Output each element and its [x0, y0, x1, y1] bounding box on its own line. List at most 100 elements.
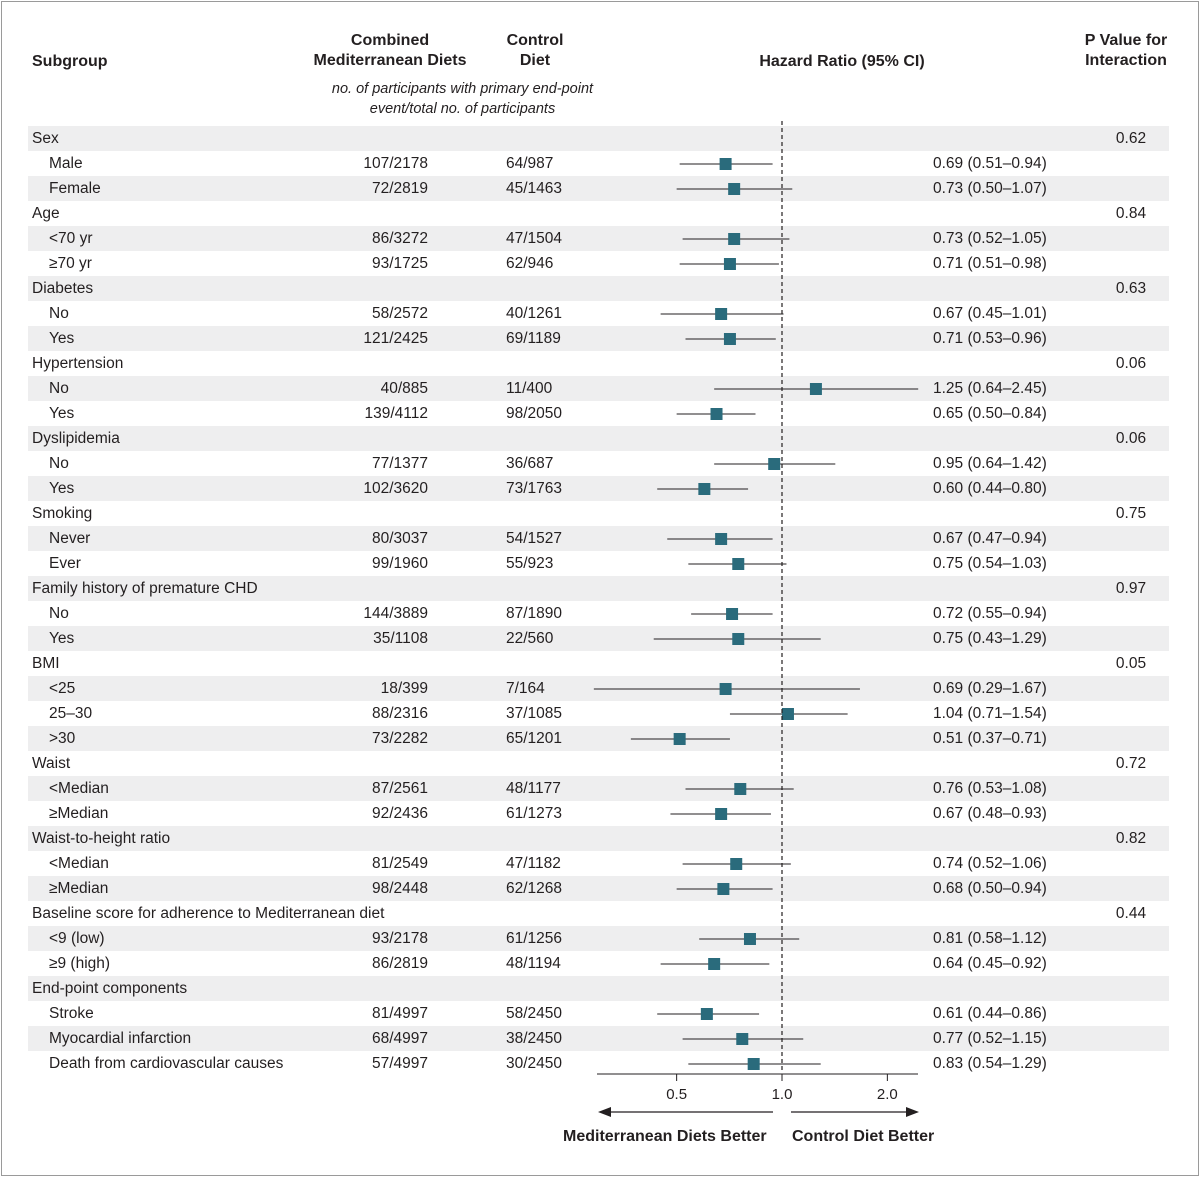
x-tick-label: 1.0: [772, 1086, 793, 1103]
p-value: 0.72: [1115, 755, 1147, 772]
hazard-ratio-text: 1.04 (0.71–1.54): [933, 705, 1047, 722]
hazard-ratio-text: 0.77 (0.52–1.15): [933, 1030, 1047, 1047]
hazard-ratio-marker: [730, 858, 743, 870]
subgroup-label: Female: [49, 180, 101, 197]
group-label: BMI: [32, 655, 60, 672]
hazard-ratio-marker: [723, 333, 736, 345]
mediterranean-count: 72/2819: [371, 180, 428, 197]
group-label: Baseline score for adherence to Mediterr…: [32, 905, 385, 922]
group-header-row: End-point components: [28, 976, 1169, 1001]
subgroup-label: Death from cardiovascular causes: [49, 1055, 284, 1072]
header-subgroup: Subgroup: [32, 53, 108, 70]
axis-label-left: Mediterranean Diets Better: [563, 1128, 767, 1145]
hazard-ratio-text: 0.61 (0.44–0.86): [933, 1005, 1047, 1022]
header-pvalue-line2: Interaction: [1085, 52, 1167, 69]
group-label: Waist: [32, 755, 71, 772]
table-row: ≥9 (high) 86/2819 48/1194 0.64 (0.45–0.92): [28, 951, 1169, 976]
group-label: Waist-to-height ratio: [32, 830, 171, 847]
subgroup-label: <70 yr: [49, 230, 93, 247]
hazard-ratio-marker: [717, 883, 730, 895]
mediterranean-count: 87/2561: [371, 780, 428, 797]
table-row: Stroke 81/4997 58/2450 0.61 (0.44–0.86): [28, 1001, 1169, 1026]
header-combined-line1: Combined: [350, 32, 430, 49]
mediterranean-count: 58/2572: [371, 305, 428, 322]
table-row: <Median 87/2561 48/1177 0.76 (0.53–1.08): [28, 776, 1169, 801]
table-row: <9 (low) 93/2178 61/1256 0.81 (0.58–1.12): [28, 926, 1169, 951]
hazard-ratio-marker: [708, 958, 721, 970]
subgroup-label: <9 (low): [49, 930, 105, 947]
hazard-ratio-marker: [732, 558, 745, 570]
hazard-ratio-text: 0.51 (0.37–0.71): [933, 730, 1047, 747]
hazard-ratio-text: 0.71 (0.51–0.98): [933, 255, 1047, 272]
hazard-ratio-marker: [743, 933, 756, 945]
header-hazard-ratio: Hazard Ratio (95% CI): [759, 53, 925, 70]
table-row: Myocardial infarction 68/4997 38/2450 0.77 …: [28, 1026, 1169, 1051]
control-count: 61/1273: [506, 805, 563, 822]
group-header-row: Diabetes 0.63: [28, 276, 1169, 301]
arrow-left-head: [598, 1107, 611, 1117]
group-label: Family history of premature CHD: [32, 580, 258, 597]
control-count: 73/1763: [506, 480, 563, 497]
group-header-row: Sex 0.62: [28, 126, 1169, 151]
hazard-ratio-marker: [781, 708, 794, 720]
hazard-ratio-marker: [734, 783, 747, 795]
subgroup-label: Ever: [49, 555, 81, 572]
hazard-ratio-marker: [719, 683, 732, 695]
control-count: 37/1085: [506, 705, 563, 722]
hazard-ratio-text: 0.74 (0.52–1.06): [933, 855, 1047, 872]
hazard-ratio-text: 0.64 (0.45–0.92): [933, 955, 1047, 972]
group-header-row: Waist-to-height ratio 0.82: [28, 826, 1169, 851]
control-count: 40/1261: [506, 305, 563, 322]
mediterranean-count: 73/2282: [371, 730, 428, 747]
group-label: Dyslipidemia: [32, 430, 120, 447]
table-row: No 144/3889 87/1890 0.72 (0.55–0.94): [28, 601, 1169, 626]
mediterranean-count: 121/2425: [363, 330, 428, 347]
table-row: ≥Median 92/2436 61/1273 0.67 (0.48–0.93): [28, 801, 1169, 826]
hazard-ratio-marker: [736, 1033, 749, 1045]
subgroup-label: Yes: [49, 330, 75, 347]
p-value: 0.63: [1115, 280, 1147, 297]
hazard-ratio-text: 0.72 (0.55–0.94): [933, 605, 1047, 622]
mediterranean-count: 99/1960: [371, 555, 428, 572]
subgroup-label: No: [49, 605, 69, 622]
mediterranean-count: 77/1377: [371, 455, 428, 472]
mediterranean-count: 81/4997: [371, 1005, 428, 1022]
control-count: 11/400: [506, 380, 553, 397]
hazard-ratio-text: 0.69 (0.29–1.67): [933, 680, 1047, 697]
subgroup-label: ≥Median: [49, 805, 109, 822]
p-value: 0.82: [1115, 830, 1147, 847]
hazard-ratio-text: 0.67 (0.45–1.01): [933, 305, 1047, 322]
group-label: Hypertension: [32, 355, 124, 372]
group-header-row: Hypertension 0.06: [28, 351, 1169, 376]
group-header-row: BMI 0.05: [28, 651, 1169, 676]
group-header-row: Baseline score for adherence to Mediterr…: [28, 901, 1169, 926]
hazard-ratio-marker: [728, 233, 741, 245]
hazard-ratio-text: 0.65 (0.50–0.84): [933, 405, 1047, 422]
control-count: 22/560: [506, 630, 554, 647]
subgroup-label: ≥Median: [49, 880, 109, 897]
control-count: 47/1182: [506, 855, 561, 872]
hazard-ratio-text: 0.60 (0.44–0.80): [933, 480, 1047, 497]
subgroup-label: No: [49, 305, 69, 322]
hazard-ratio-text: 0.83 (0.54–1.29): [933, 1055, 1047, 1072]
control-count: 48/1194: [506, 955, 561, 972]
mediterranean-count: 93/2178: [371, 930, 428, 947]
control-count: 7/164: [506, 680, 545, 697]
control-count: 48/1177: [506, 780, 561, 797]
hazard-ratio-text: 0.81 (0.58–1.12): [933, 930, 1047, 947]
hazard-ratio-text: 0.75 (0.54–1.03): [933, 555, 1047, 572]
group-header-row: Waist 0.72: [28, 751, 1169, 776]
header-control-line1: Control: [506, 32, 564, 49]
hazard-ratio-marker: [809, 383, 822, 395]
hazard-ratio-marker: [673, 733, 686, 745]
mediterranean-count: 92/2436: [371, 805, 428, 822]
control-count: 62/1268: [506, 880, 563, 897]
group-label: Diabetes: [32, 280, 94, 297]
subgroup-label: <Median: [49, 780, 109, 797]
control-count: 58/2450: [506, 1005, 563, 1022]
hazard-ratio-text: 0.68 (0.50–0.94): [933, 880, 1047, 897]
subgroup-label: No: [49, 380, 69, 397]
axis-label-right: Control Diet Better: [792, 1128, 935, 1145]
hazard-ratio-marker: [732, 633, 745, 645]
